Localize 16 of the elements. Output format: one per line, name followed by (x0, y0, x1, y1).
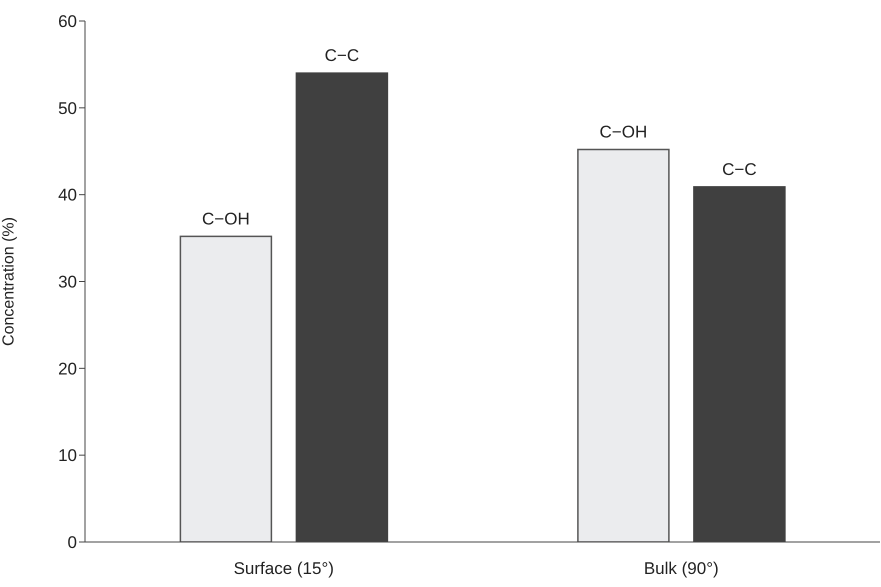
text: C−C (722, 160, 757, 179)
y-tick-label: 10 (58, 446, 77, 466)
series-label: C−OH (202, 209, 250, 228)
y-axis-title: Concentration (%) (0, 217, 18, 346)
y-tick-label: 50 (58, 98, 77, 118)
x-tick-label: Surface (15°) (234, 559, 334, 578)
y-tick-label: 0 (68, 533, 77, 552)
x-tick-label: Bulk (90°) (644, 559, 719, 578)
y-tick-label: 40 (58, 186, 77, 205)
y-tick-label: 30 (58, 272, 77, 292)
bar (577, 148, 670, 542)
series-label: C−C (324, 46, 360, 66)
bar (180, 236, 272, 542)
y-tick-label: 20 (58, 359, 77, 378)
y-tick-label: 60 (58, 12, 77, 32)
text: C−OH (600, 122, 648, 142)
